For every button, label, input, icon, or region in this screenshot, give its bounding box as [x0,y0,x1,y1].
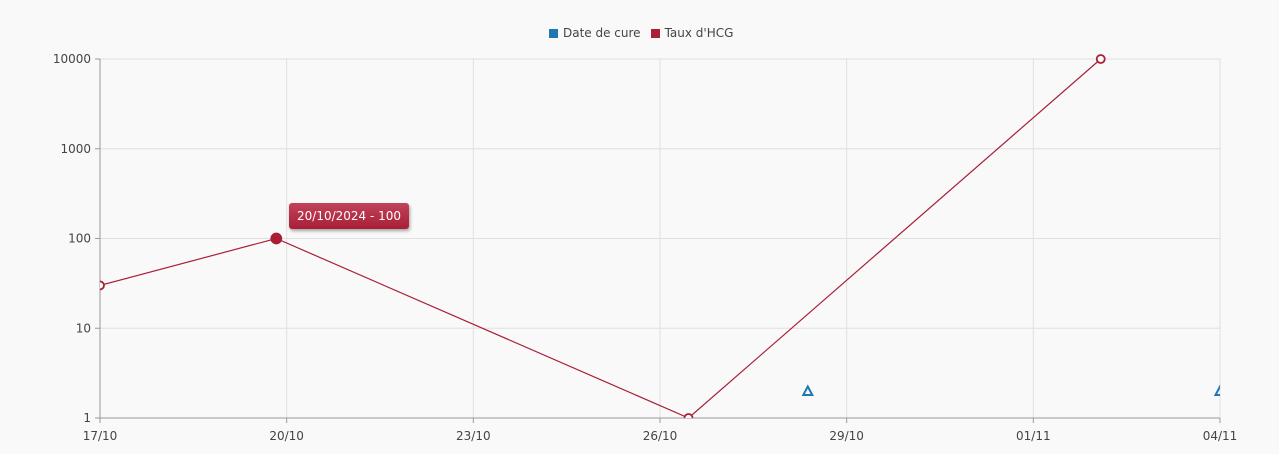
legend-item-taux-hcg[interactable]: Taux d'HCG [650,26,734,40]
y-tick-label: 1 [83,411,91,425]
x-tick-label: 04/11 [1203,429,1238,443]
data-point-circle[interactable] [96,280,105,291]
legend-label-date-de-cure: Date de cure [563,26,641,40]
y-tick-label: 1000 [60,142,91,156]
y-tick-label: 10000 [53,52,91,66]
x-tick-label: 26/10 [643,429,678,443]
legend-swatch-taux-hcg [650,28,660,38]
data-point-triangle[interactable] [1213,384,1225,396]
tooltip: 20/10/2024 - 100 [289,203,410,229]
legend-item-date-de-cure[interactable]: Date de cure [549,26,641,40]
y-tick-label: 100 [68,232,91,246]
x-tick-label: 20/10 [269,429,304,443]
legend-label-taux-hcg: Taux d'HCG [664,26,734,40]
data-point-circle[interactable] [270,232,283,245]
x-tick-label: 01/11 [1016,429,1051,443]
y-tick-label: 10 [76,321,91,335]
data-point-triangle[interactable] [801,384,814,396]
data-point-circle[interactable] [683,413,694,422]
legend-swatch-date-de-cure [549,28,558,38]
legend: Date de cure Taux d'HCG [549,26,737,40]
data-point-circle[interactable] [1095,54,1106,64]
x-tick-label: 29/10 [829,429,864,443]
x-tick-label: 17/10 [83,429,118,443]
x-tick-label: 23/10 [456,429,491,443]
series-line-1 [100,58,1102,418]
